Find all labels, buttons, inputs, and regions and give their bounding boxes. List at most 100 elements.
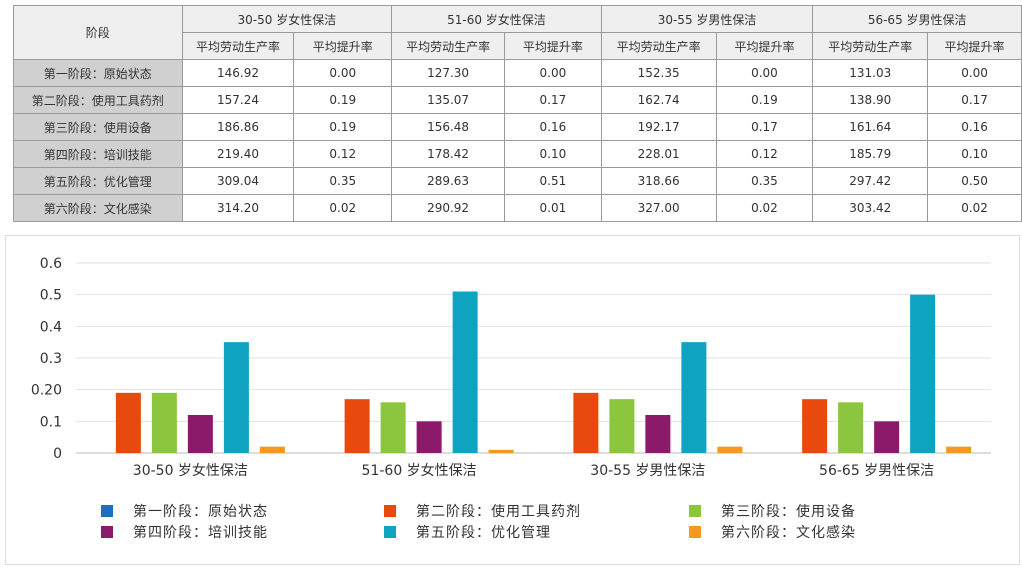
value-cell: 152.35 <box>600 59 717 87</box>
value-cell: 0.00 <box>503 59 602 87</box>
value-cell: 0.10 <box>927 140 1022 168</box>
value-cell: 0.12 <box>293 140 393 168</box>
bar <box>573 392 599 453</box>
x-tick-label: 56-65 岁男性保洁 <box>819 463 934 479</box>
value-cell: 0.02 <box>927 194 1022 222</box>
x-tick-label: 51-60 岁女性保洁 <box>362 462 477 479</box>
group-header: 56-65 岁男性保洁 <box>812 5 1022 33</box>
stage-cell: 第五阶段：优化管理 <box>13 167 183 195</box>
sub-header: 平均劳动生产率 <box>600 32 717 60</box>
bar <box>946 446 972 453</box>
bar <box>452 291 478 453</box>
bar <box>187 415 213 453</box>
value-cell: 192.17 <box>600 113 717 141</box>
legend-label: 第一阶段：原始状态 <box>133 503 268 520</box>
table-row: 第四阶段：培训技能 219.40 0.12 178.42 0.10 228.01 0.12 1… <box>13 140 1022 168</box>
y-tick-label: 0.1 <box>40 414 62 430</box>
value-cell: 0.12 <box>715 140 814 168</box>
table-row: 第三阶段：使用设备 186.86 0.19 156.48 0.16 192.17 0.17 1… <box>13 113 1022 141</box>
value-cell: 314.20 <box>181 194 295 222</box>
bar-chart: 0 0.1 0.20 0.3 0.4 0.5 0.6 30-50 岁女性保洁 51-60 岁女性… <box>5 235 1020 565</box>
stage-cell: 第六阶段：文化感染 <box>13 194 183 222</box>
y-tick-label: 0 <box>53 446 62 462</box>
value-cell: 0.17 <box>715 113 814 141</box>
value-cell: 0.51 <box>503 167 602 195</box>
value-cell: 0.10 <box>503 140 602 168</box>
x-tick-label: 30-50 岁女性保洁 <box>133 462 248 479</box>
stage-header: 阶段 <box>13 5 183 60</box>
value-cell: 228.01 <box>600 140 717 168</box>
y-tick-label: 0.6 <box>40 256 62 272</box>
stage-cell: 第三阶段：使用设备 <box>13 113 183 141</box>
value-cell: 157.24 <box>181 86 295 114</box>
value-cell: 0.00 <box>715 59 814 87</box>
bar <box>151 392 177 453</box>
value-cell: 0.17 <box>503 86 602 114</box>
value-cell: 131.03 <box>812 59 929 87</box>
bar <box>344 399 370 453</box>
y-tick-label: 0.4 <box>40 319 62 335</box>
value-cell: 161.64 <box>812 113 929 141</box>
legend-label: 第二阶段：使用工具药剂 <box>416 503 581 520</box>
bar <box>910 294 936 453</box>
stage-cell: 第二阶段：使用工具药剂 <box>13 86 183 114</box>
legend-swatch <box>101 505 113 517</box>
value-cell: 303.42 <box>812 194 929 222</box>
legend-swatch <box>101 526 113 538</box>
value-cell: 0.02 <box>715 194 814 222</box>
value-cell: 156.48 <box>391 113 505 141</box>
table-row: 第一阶段：原始状态 146.92 0.00 127.30 0.00 152.35 0.00 1… <box>13 59 1022 87</box>
sub-header: 平均劳动生产率 <box>391 32 505 60</box>
sub-header: 平均劳动生产率 <box>181 32 295 60</box>
value-cell: 297.42 <box>812 167 929 195</box>
value-cell: 219.40 <box>181 140 295 168</box>
value-cell: 0.17 <box>927 86 1022 114</box>
value-cell: 0.02 <box>293 194 393 222</box>
bar <box>488 449 514 453</box>
sub-header: 平均提升率 <box>927 32 1022 60</box>
stage-cell: 第一阶段：原始状态 <box>13 59 183 87</box>
value-cell: 0.50 <box>927 167 1022 195</box>
value-cell: 135.07 <box>391 86 505 114</box>
bar <box>416 421 442 453</box>
value-cell: 0.01 <box>503 194 602 222</box>
table-row: 第五阶段：优化管理 309.04 0.35 289.63 0.51 318.66 0.35 2… <box>13 167 1022 195</box>
sub-header: 平均劳动生产率 <box>812 32 929 60</box>
value-cell: 0.16 <box>503 113 602 141</box>
sub-header: 平均提升率 <box>503 32 602 60</box>
bar <box>681 342 707 453</box>
legend-swatch <box>689 505 701 517</box>
value-cell: 127.30 <box>391 59 505 87</box>
group-header: 30-55 岁男性保洁 <box>600 5 814 33</box>
value-cell: 138.90 <box>812 86 929 114</box>
table-row: 第六阶段：文化感染 314.20 0.02 290.92 0.01 327.00 0.02 3… <box>13 194 1022 222</box>
bar <box>223 342 249 453</box>
value-cell: 289.63 <box>391 167 505 195</box>
legend-label: 第四阶段：培训技能 <box>133 524 268 541</box>
value-cell: 178.42 <box>391 140 505 168</box>
bar <box>645 415 671 453</box>
bar <box>874 421 900 453</box>
group-header: 51-60 岁女性保洁 <box>391 5 602 33</box>
value-cell: 290.92 <box>391 194 505 222</box>
value-cell: 0.19 <box>293 86 393 114</box>
value-cell: 318.66 <box>600 167 717 195</box>
x-tick-label: 30-55 岁男性保洁 <box>590 463 705 479</box>
sub-header: 平均提升率 <box>293 32 393 60</box>
legend-label: 第六阶段：文化感染 <box>721 524 856 541</box>
bar <box>115 392 141 453</box>
bar <box>380 402 406 453</box>
legend-label: 第三阶段：使用设备 <box>721 503 856 520</box>
value-cell: 185.79 <box>812 140 929 168</box>
legend-label: 第五阶段：优化管理 <box>416 524 551 541</box>
table-row: 第二阶段：使用工具药剂 157.24 0.19 135.07 0.17 162.74 0.1… <box>13 86 1022 114</box>
y-tick-label: 0.20 <box>31 383 62 399</box>
value-cell: 162.74 <box>600 86 717 114</box>
legend-swatch <box>384 505 396 517</box>
legend-swatch <box>689 526 701 538</box>
value-cell: 309.04 <box>181 167 295 195</box>
value-cell: 0.00 <box>293 59 393 87</box>
value-cell: 0.35 <box>293 167 393 195</box>
bar <box>717 446 743 453</box>
bar <box>838 402 864 453</box>
